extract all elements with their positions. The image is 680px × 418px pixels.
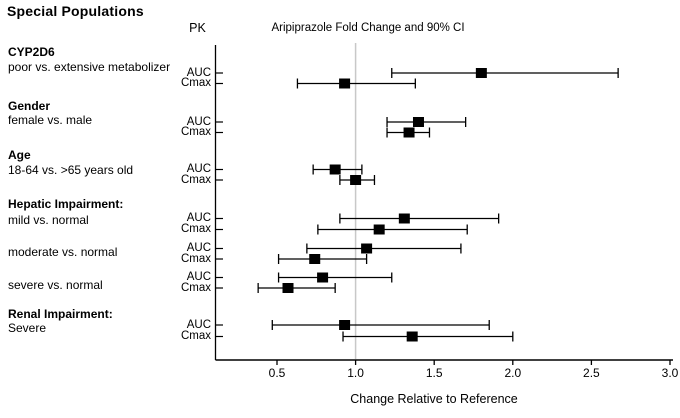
pk-row-label: AUC — [186, 212, 211, 224]
x-tick-label: 1.5 — [425, 366, 443, 380]
point-estimate-marker — [329, 164, 341, 175]
x-axis-label: Change Relative to Reference — [350, 392, 518, 406]
group-label: Gender — [8, 99, 51, 113]
point-estimate-marker — [406, 331, 418, 342]
pk-row-label: Cmax — [180, 126, 211, 138]
point-estimate-marker — [475, 68, 487, 78]
pk-row-label: Cmax — [180, 77, 211, 89]
group-label: Age — [8, 148, 31, 162]
group-sublabel: mild vs. normal — [8, 212, 89, 227]
page-title: Special Populations — [7, 3, 144, 19]
x-tick-label: 2.5 — [583, 366, 600, 380]
point-estimate-marker — [309, 254, 321, 264]
point-estimate-marker — [282, 283, 294, 293]
pk-row-label: AUC — [186, 271, 211, 283]
x-tick-label: 3.0 — [661, 366, 679, 380]
point-estimate-marker — [398, 213, 410, 224]
pk-row-label: Cmax — [180, 330, 211, 342]
group-sublabel: severe vs. normal — [8, 278, 103, 292]
group-sublabel: female vs. male — [8, 113, 93, 127]
pk-row-label: AUC — [186, 115, 211, 128]
chart-title: Aripiprazole Fold Change and 90% CI — [271, 22, 465, 34]
point-estimate-marker — [403, 127, 415, 138]
pk-row-label: AUC — [186, 66, 211, 79]
pk-row-label: Cmax — [180, 281, 211, 294]
group-sublabel: 18-64 vs. >65 years old — [8, 162, 134, 177]
pk-row-label: AUC — [186, 163, 211, 175]
point-estimate-marker — [373, 224, 385, 235]
group-sublabel: poor vs. extensive metabolizer — [8, 60, 171, 74]
x-tick-label: 2.0 — [504, 366, 522, 380]
group-label: Renal Impairment: — [8, 307, 113, 321]
group-label: CYP2D6 — [8, 45, 55, 59]
pk-row-label: Cmax — [180, 252, 211, 265]
point-estimate-marker — [339, 320, 351, 330]
x-tick-label: 1.0 — [347, 366, 364, 380]
pk-row-label: Cmax — [180, 173, 211, 186]
point-estimate-marker — [350, 175, 362, 185]
pk-row-label: AUC — [186, 242, 211, 254]
point-estimate-marker — [317, 272, 329, 283]
point-estimate-marker — [361, 243, 373, 254]
point-estimate-marker — [339, 78, 351, 89]
pk-row-label: Cmax — [180, 223, 211, 235]
group-sublabel: Severe — [8, 320, 47, 335]
group-sublabel: moderate vs. normal — [8, 244, 118, 259]
pk-row-label: AUC — [186, 318, 211, 331]
pk-column-header: PK — [189, 21, 206, 35]
group-label: Hepatic Impairment: — [8, 197, 124, 211]
x-tick-label: 0.5 — [268, 366, 286, 380]
point-estimate-marker — [412, 117, 424, 127]
